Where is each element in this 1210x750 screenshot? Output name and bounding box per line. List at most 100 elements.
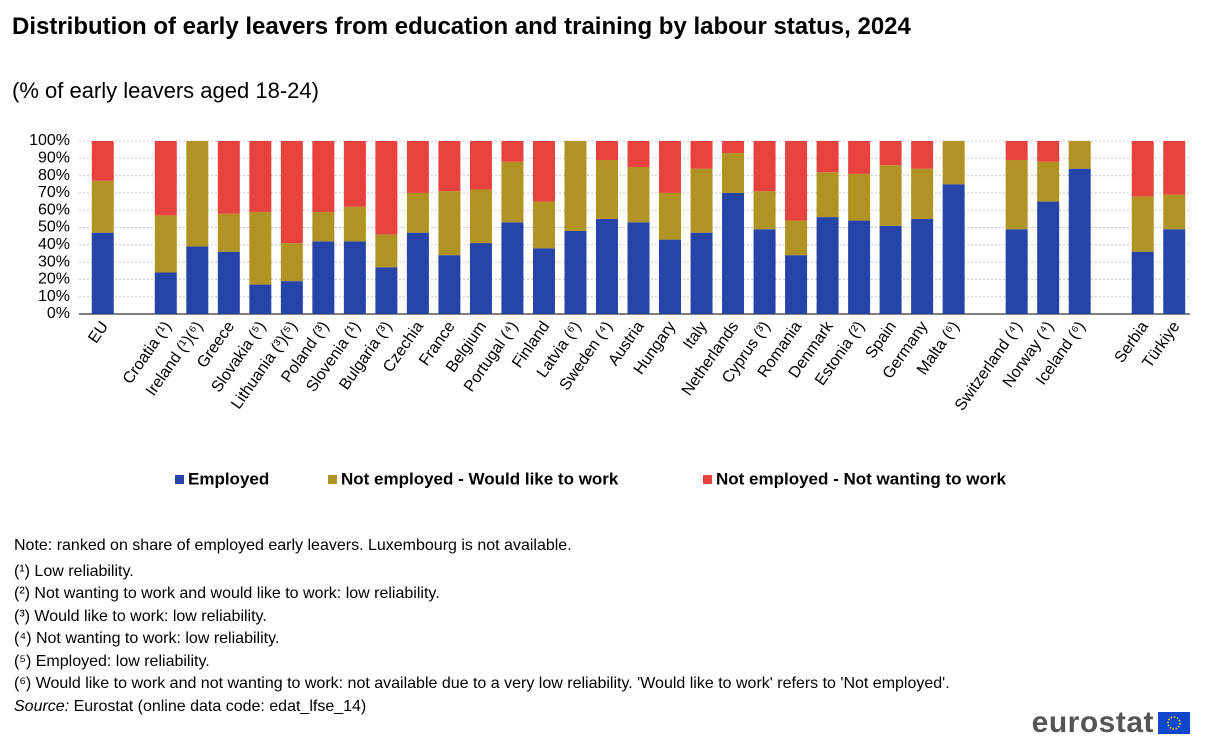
bar-segment bbox=[627, 222, 650, 314]
bar-segment bbox=[532, 201, 555, 249]
bar-segment bbox=[375, 141, 398, 235]
y-tick-label: 40% bbox=[38, 236, 70, 253]
bar-segment bbox=[753, 141, 776, 192]
bar-segment bbox=[469, 243, 492, 314]
y-tick-label: 20% bbox=[38, 271, 70, 288]
bar-segment bbox=[942, 184, 965, 314]
bar-segment bbox=[438, 255, 461, 314]
bar-segment bbox=[1037, 201, 1060, 314]
bar-segment bbox=[501, 141, 524, 162]
bar-segment bbox=[343, 141, 366, 207]
footnote: (¹) Low reliability. bbox=[14, 562, 134, 580]
bar-segment bbox=[532, 141, 555, 202]
chart-subtitle: (% of early leavers aged 18-24) bbox=[12, 78, 319, 103]
bar-segment bbox=[1163, 141, 1186, 195]
notes: Note: ranked on share of employed early … bbox=[14, 535, 1004, 718]
bar-segment bbox=[312, 141, 335, 212]
bar-segment bbox=[312, 241, 335, 314]
source: Source: Eurostat (online data code: edat… bbox=[14, 696, 1004, 719]
bar-segment bbox=[722, 141, 745, 154]
bar-segment bbox=[154, 141, 177, 216]
bar-segment bbox=[1131, 141, 1154, 197]
bar-segment bbox=[280, 281, 303, 314]
x-tick-label: EU bbox=[85, 319, 112, 347]
bar-segment bbox=[469, 189, 492, 244]
bar-segment bbox=[91, 232, 114, 314]
bar-segment bbox=[942, 141, 965, 185]
chart-title: Distribution of early leavers from educa… bbox=[12, 13, 911, 40]
bar-segment bbox=[564, 141, 587, 231]
bar-segment bbox=[91, 180, 114, 233]
bar-segment bbox=[532, 248, 555, 314]
bar-segment bbox=[406, 141, 429, 193]
legend-label: Not employed - Not wanting to work bbox=[716, 469, 1006, 488]
y-tick-label: 60% bbox=[38, 201, 70, 218]
note: Note: ranked on share of employed early … bbox=[14, 537, 572, 554]
bar-segment bbox=[848, 141, 871, 174]
bar-segment bbox=[249, 211, 272, 285]
legend-swatch bbox=[703, 475, 712, 484]
footnote: (³) Would like to work: low reliability. bbox=[14, 607, 267, 625]
bar-segment bbox=[438, 191, 461, 256]
bar-segment bbox=[690, 168, 713, 233]
y-tick-label: 70% bbox=[38, 184, 70, 201]
bar-segment bbox=[343, 241, 366, 314]
bar-segment bbox=[1068, 168, 1091, 314]
y-tick-label: 80% bbox=[38, 167, 70, 184]
eu-flag bbox=[1158, 712, 1190, 734]
bar-segment bbox=[438, 141, 461, 192]
footnote: (⁵) Employed: low reliability. bbox=[14, 652, 210, 670]
bar-segment bbox=[659, 192, 682, 240]
legend-label: Not employed - Would like to work bbox=[341, 469, 619, 488]
bar-segment bbox=[154, 215, 177, 273]
bar-segment bbox=[659, 239, 682, 314]
bar-segment bbox=[722, 192, 745, 314]
bar-segment bbox=[1068, 141, 1091, 169]
bar-segment bbox=[816, 141, 839, 173]
y-tick-label: 50% bbox=[38, 219, 70, 236]
y-tick-label: 90% bbox=[38, 150, 70, 167]
bar-segment bbox=[753, 229, 776, 314]
bar-segment bbox=[501, 222, 524, 314]
bar-segment bbox=[564, 230, 587, 314]
footnote: (⁴) Not wanting to work: low reliability… bbox=[14, 630, 280, 647]
bar-segment bbox=[406, 232, 429, 314]
bar-segment bbox=[249, 284, 272, 314]
bar-segment bbox=[1005, 141, 1028, 161]
bar-segment bbox=[186, 246, 209, 314]
bar-segment bbox=[753, 191, 776, 230]
bar-segment bbox=[1005, 160, 1028, 230]
x-tick-label: Italy bbox=[680, 319, 711, 353]
logo: eurostat bbox=[1032, 706, 1190, 740]
bar-segment bbox=[848, 220, 871, 314]
bar-segment bbox=[690, 141, 713, 169]
bar-segment bbox=[91, 141, 114, 181]
source-text: Eurostat (online data code: edat_lfse_14… bbox=[73, 697, 367, 715]
bar-segment bbox=[816, 172, 839, 218]
legend-swatch bbox=[328, 475, 337, 484]
bar-segment bbox=[595, 160, 618, 219]
bar-segment bbox=[690, 232, 713, 314]
bar-segment bbox=[469, 141, 492, 190]
source-label: Source: bbox=[14, 697, 70, 715]
bar-segment bbox=[217, 141, 240, 214]
bar-segment bbox=[785, 255, 808, 314]
footnote: (²) Not wanting to work and would like t… bbox=[14, 585, 440, 602]
bar-segment bbox=[879, 141, 902, 166]
bar-segment bbox=[659, 141, 682, 193]
logo-text: eurostat bbox=[1031, 706, 1154, 739]
bar-segment bbox=[785, 141, 808, 221]
bar-segment bbox=[375, 267, 398, 314]
bar-segment bbox=[186, 141, 209, 247]
bar-segment bbox=[312, 211, 335, 242]
bar-segment bbox=[406, 192, 429, 233]
y-tick-label: 30% bbox=[38, 253, 70, 270]
bar-segment bbox=[627, 166, 650, 223]
bar-segment bbox=[911, 168, 934, 219]
footnote: (⁶) Would like to work and not wanting t… bbox=[14, 675, 950, 692]
bar-segment bbox=[1163, 194, 1186, 230]
bar-segment bbox=[1131, 251, 1154, 314]
bar-segment bbox=[154, 272, 177, 314]
bar-segment bbox=[911, 218, 934, 314]
chart: 0%10%20%30%40%50%60%70%80%90%100%EU Croat… bbox=[29, 132, 1190, 488]
